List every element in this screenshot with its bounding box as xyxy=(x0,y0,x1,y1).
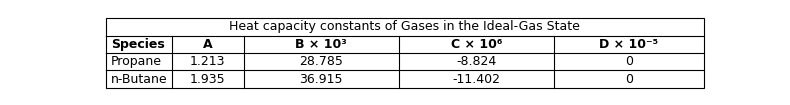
Text: B × 10³: B × 10³ xyxy=(295,38,347,51)
Text: D × 10⁻⁵: D × 10⁻⁵ xyxy=(600,38,659,51)
Text: -8.824: -8.824 xyxy=(457,55,497,68)
Text: Propane: Propane xyxy=(111,55,162,68)
Text: 1.935: 1.935 xyxy=(190,73,225,86)
Text: n-Butane: n-Butane xyxy=(111,73,167,86)
Text: 28.785: 28.785 xyxy=(299,55,343,68)
Bar xyxy=(106,18,704,88)
Text: 0: 0 xyxy=(625,55,633,68)
Text: Species: Species xyxy=(111,38,165,51)
Text: Heat capacity constants of Gases in the Ideal-Gas State: Heat capacity constants of Gases in the … xyxy=(229,20,581,33)
Text: C × 10⁶: C × 10⁶ xyxy=(451,38,502,51)
Text: 1.213: 1.213 xyxy=(190,55,225,68)
Text: -11.402: -11.402 xyxy=(453,73,501,86)
Text: 0: 0 xyxy=(625,73,633,86)
Text: 36.915: 36.915 xyxy=(299,73,343,86)
Text: A: A xyxy=(203,38,213,51)
